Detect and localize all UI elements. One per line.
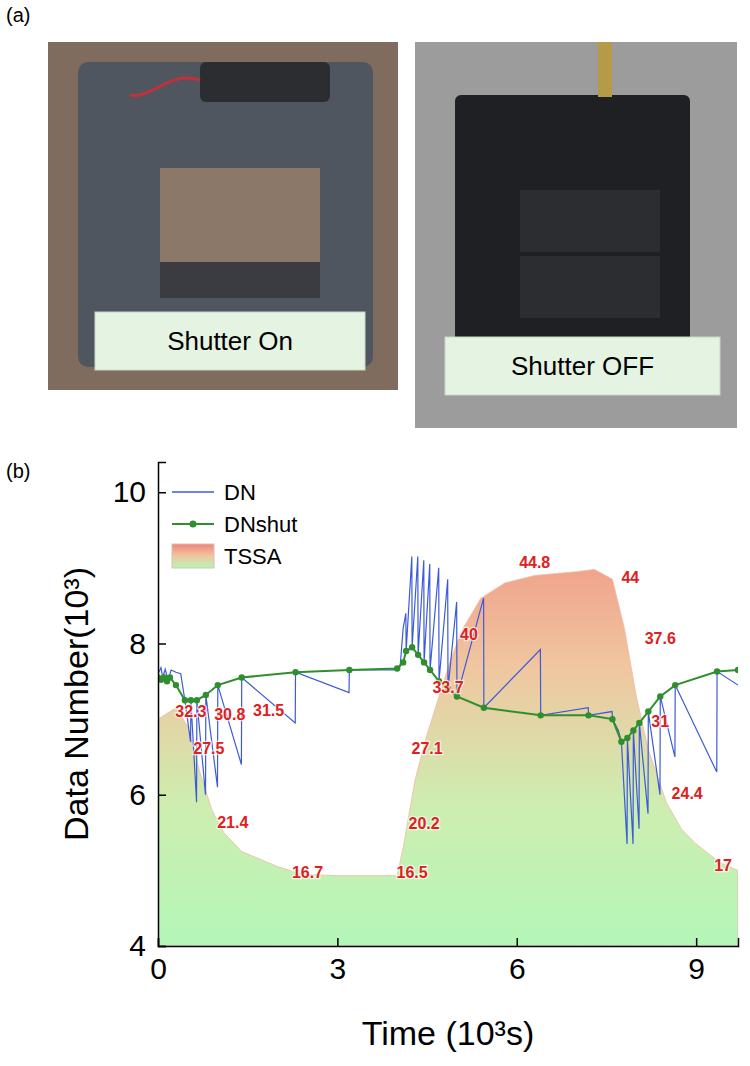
- annotation: 21.4: [217, 814, 248, 831]
- y-axis-title: Data Number(10³): [57, 567, 95, 841]
- marker: [618, 739, 624, 745]
- x-axis-title: Time (10³s): [362, 1014, 535, 1052]
- caption: Shutter On: [167, 326, 293, 356]
- marker: [415, 652, 421, 658]
- marker: [672, 682, 678, 688]
- marker: [481, 705, 487, 711]
- tick-mark: [696, 938, 698, 946]
- marker: [394, 665, 400, 671]
- marker: [400, 659, 406, 665]
- annotation: 44.8: [519, 554, 550, 571]
- marker: [624, 735, 630, 741]
- marker: [714, 668, 720, 674]
- tick-mark: [158, 795, 166, 797]
- shutter-motor: [200, 62, 330, 102]
- photo-background: [48, 42, 398, 390]
- annotation: 31: [651, 713, 669, 730]
- annotation: 32.3: [175, 703, 206, 720]
- legend-label: DNshut: [224, 512, 297, 537]
- marker: [409, 644, 415, 650]
- tick-label: 10: [113, 475, 146, 508]
- marker: [427, 667, 433, 673]
- annotation: 27.5: [193, 740, 224, 757]
- figure: (a) Shutter On Shutter OFF (b) 0 3 6 9 4 6 8 10 Time…: [0, 0, 750, 1066]
- tick-mark: [158, 946, 166, 948]
- tick-mark: [517, 938, 519, 946]
- annotation: 44: [621, 569, 639, 586]
- marker: [215, 682, 221, 688]
- wire: [130, 78, 200, 96]
- legend: DN DNshut TSSA: [172, 480, 297, 569]
- legend-label: DN: [224, 480, 256, 505]
- connector: [598, 42, 612, 97]
- annotation: 31.5: [253, 702, 284, 719]
- annotation: 27.1: [412, 740, 443, 757]
- marker: [630, 727, 636, 733]
- panel-label: (a): [6, 4, 30, 26]
- marker: [537, 712, 543, 718]
- tick: 9: [688, 938, 705, 985]
- annotation: 20.2: [409, 815, 440, 832]
- annotation: 24.4: [672, 785, 703, 802]
- marker: [657, 693, 663, 699]
- legend-marker: [190, 521, 197, 528]
- tick-mark: [158, 643, 166, 645]
- line: [158, 647, 738, 742]
- marker: [346, 667, 352, 673]
- tick: 4: [129, 929, 166, 962]
- tick-label: 3: [330, 952, 347, 985]
- marker: [735, 667, 738, 673]
- yticks-axis: 4 6 8 10: [113, 463, 166, 963]
- tick-label: 0: [150, 952, 167, 985]
- caption-box: [95, 312, 365, 370]
- annotation: 33.7: [432, 679, 463, 696]
- tick-label: 4: [129, 929, 146, 962]
- axis-line: [159, 463, 167, 947]
- marker: [421, 659, 427, 665]
- marker: [173, 682, 179, 688]
- tick: 3: [330, 938, 347, 985]
- tick-mark: [158, 492, 166, 494]
- plot-area: [158, 557, 738, 946]
- annotation: 37.6: [645, 630, 676, 647]
- marker: [292, 669, 298, 675]
- marker: [403, 648, 409, 654]
- marker: [167, 674, 173, 680]
- tick-label: 6: [509, 952, 526, 985]
- annotation: 16.5: [397, 864, 428, 881]
- tick: 8: [129, 627, 166, 660]
- marker: [203, 692, 209, 698]
- legend-swatch: [172, 544, 214, 568]
- tick: 6: [129, 778, 166, 811]
- shutter-strip: [160, 262, 320, 298]
- annotation: 40: [460, 626, 478, 643]
- tick-label: 8: [129, 627, 146, 660]
- annotation: 16.7: [292, 864, 323, 881]
- xticks-axis: 0 3 6 9: [150, 938, 738, 985]
- photos: Shutter On Shutter OFF: [48, 42, 737, 428]
- tick: 10: [113, 475, 166, 508]
- tick: 6: [509, 938, 526, 985]
- axis-line: [159, 938, 739, 947]
- marker: [585, 712, 591, 718]
- marker: [239, 674, 245, 680]
- annotations: 32.3 30.8 31.5 27.5 21.4 16.7 16.5 20.2 27.1 33.7…: [175, 554, 732, 881]
- caption: Shutter OFF: [511, 351, 654, 381]
- legend-label: TSSA: [224, 544, 282, 569]
- panel-label: (b): [6, 460, 30, 482]
- caption-box: [445, 337, 720, 395]
- annotation: 17: [714, 857, 732, 874]
- photo-background: [415, 42, 737, 428]
- marker: [636, 720, 642, 726]
- annotation: 30.8: [214, 706, 245, 723]
- tick-label: 6: [129, 778, 146, 811]
- shutter-window: [160, 168, 320, 298]
- legend-swatch: [172, 491, 214, 493]
- shutter-blade: [520, 256, 660, 318]
- shutter-blade: [520, 190, 660, 252]
- tick-mark: [337, 938, 339, 946]
- marker: [609, 716, 615, 722]
- tick-label: 9: [688, 952, 705, 985]
- line: [158, 557, 738, 844]
